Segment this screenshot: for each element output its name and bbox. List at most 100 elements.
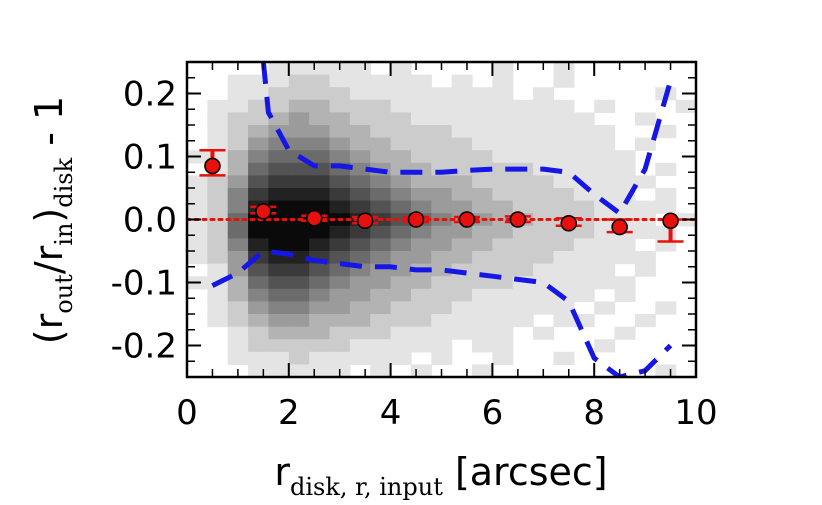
- density-cell: [573, 225, 595, 239]
- density-cell: [553, 62, 575, 76]
- density-cell: [309, 125, 331, 139]
- density-cell: [410, 225, 432, 239]
- density-cell: [410, 251, 432, 265]
- density-cell: [349, 137, 371, 151]
- density-cell: [451, 112, 473, 126]
- density-cell: [349, 62, 371, 76]
- density-cell: [573, 263, 595, 277]
- density-cell: [614, 238, 636, 252]
- density-cell: [492, 87, 514, 101]
- density-cell: [268, 87, 290, 101]
- density-cell: [207, 251, 229, 265]
- density-cell: [329, 339, 351, 353]
- density-cell: [309, 351, 331, 365]
- density-cell: [431, 276, 453, 290]
- density-cell: [309, 225, 331, 239]
- density-cell: [248, 314, 270, 328]
- density-cell: [248, 175, 270, 189]
- density-cell: [309, 137, 331, 151]
- density-cell: [248, 162, 270, 176]
- density-cell: [533, 87, 555, 101]
- density-cell: [634, 112, 656, 126]
- density-cell: [431, 99, 453, 113]
- density-cell: [390, 276, 412, 290]
- density-cell: [370, 301, 392, 315]
- density-cell: [472, 175, 493, 189]
- density-cell: [288, 263, 310, 277]
- density-cell: [227, 175, 249, 189]
- density-cell: [309, 99, 331, 113]
- density-cell: [248, 87, 270, 101]
- density-cell: [472, 188, 493, 202]
- density-cell: [533, 188, 555, 202]
- density-cell: [288, 125, 310, 139]
- density-cell: [533, 125, 555, 139]
- density-cell: [512, 251, 534, 265]
- density-cell: [512, 99, 534, 113]
- density-cell: [492, 276, 514, 290]
- density-cell: [268, 263, 290, 277]
- density-cell: [573, 162, 595, 176]
- density-cell: [492, 326, 514, 340]
- density-cell: [390, 288, 412, 302]
- density-cell: [431, 263, 453, 277]
- density-cell: [309, 238, 331, 252]
- density-cell: [187, 175, 208, 189]
- density-cell: [410, 301, 432, 315]
- axis-tick-labels: 0 2 4 6 8 10 -0.2 -0.1 0.0 0.1 0.2: [111, 75, 718, 434]
- density-cell: [594, 125, 616, 139]
- density-cell: [349, 162, 371, 176]
- density-cell: [370, 200, 392, 214]
- density-cell: [614, 162, 636, 176]
- density-cell: [349, 276, 371, 290]
- density-cell: [288, 112, 310, 126]
- density-cell: [268, 99, 290, 113]
- density-cell: [492, 162, 514, 176]
- density-cell: [329, 74, 351, 88]
- density-cell: [370, 188, 392, 202]
- density-cell: [370, 351, 392, 365]
- density-cell: [390, 238, 412, 252]
- density-cell: [288, 99, 310, 113]
- density-cell: [248, 326, 270, 340]
- median-point: [458, 211, 476, 228]
- density-cell: [288, 200, 310, 214]
- density-cell: [594, 225, 616, 239]
- density-cell: [248, 301, 270, 315]
- density-cell: [390, 351, 412, 365]
- density-cell: [431, 112, 453, 126]
- density-cell: [451, 175, 473, 189]
- density-cell: [329, 137, 351, 151]
- density-cell: [288, 339, 310, 353]
- density-cell: [431, 225, 453, 239]
- scatter-envelopes: [211, 62, 673, 377]
- median-point: [611, 218, 628, 236]
- density-cell: [451, 200, 473, 214]
- density-cell: [614, 288, 636, 302]
- density-cell: [451, 125, 473, 139]
- density-cell: [492, 339, 514, 353]
- x-tick-label: 6: [482, 393, 504, 433]
- density-cell: [492, 62, 514, 76]
- density-cell: [451, 74, 473, 88]
- y-tick-label: -0.2: [111, 327, 177, 367]
- density-cell: [553, 150, 575, 164]
- density-cell: [655, 125, 677, 139]
- density-cell: [634, 200, 656, 214]
- density-cell: [248, 188, 270, 202]
- density-cell: [370, 326, 392, 340]
- density-cell: [390, 251, 412, 265]
- density-cell: [410, 137, 432, 151]
- density-cell: [410, 150, 432, 164]
- density-cell: [431, 200, 453, 214]
- density-cell: [431, 301, 453, 315]
- density-cell: [268, 150, 290, 164]
- density-cell: [207, 263, 229, 277]
- density-cell: [349, 238, 371, 252]
- density-cell: [472, 288, 493, 302]
- density-cell: [634, 314, 656, 328]
- density-cell: [410, 314, 432, 328]
- density-cell: [370, 238, 392, 252]
- density-cell: [451, 225, 473, 239]
